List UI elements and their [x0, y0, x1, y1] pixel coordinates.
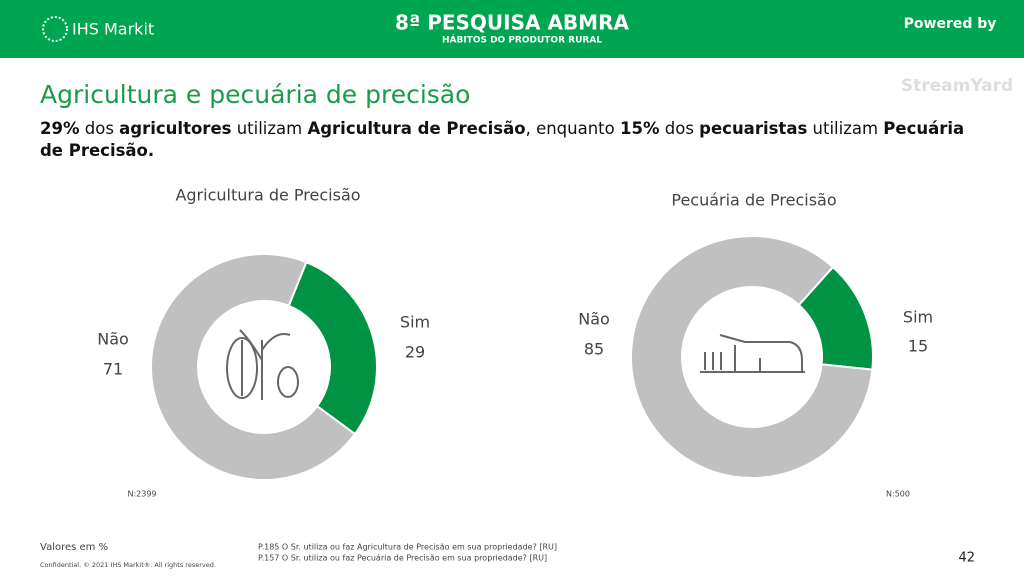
powered: Powered by	[904, 16, 997, 32]
category-label: Sim	[400, 313, 430, 332]
survey-sub: HÁBITOS DO PRODUTOR RURAL	[442, 34, 602, 46]
sample-size: N:500	[886, 490, 910, 499]
slide-title: Agricultura e pecuária de precisão	[40, 80, 470, 109]
subtitle-segment: dos	[79, 119, 120, 138]
subtitle-segment: Agricultura de Precisão	[307, 119, 526, 138]
crop-icon	[226, 329, 299, 400]
chart-title: Pecuária de Precisão	[671, 191, 836, 210]
category-label: Não	[97, 330, 129, 349]
logo-icon	[42, 16, 68, 42]
value-label: 29	[405, 343, 425, 362]
page-number: 42	[958, 551, 975, 566]
subtitle-segment: dos	[659, 119, 700, 138]
logo: IHS Markit	[72, 20, 154, 39]
subtitle-segment: agricultores	[119, 119, 232, 138]
subtitle-segment: pecuaristas	[699, 119, 808, 138]
subtitle-segment: , enquanto	[525, 119, 620, 138]
subtitle-segment: utilizam	[231, 119, 308, 138]
cattle-icon	[700, 334, 805, 373]
subtitle-segment: utilizam	[807, 119, 884, 138]
header-bar	[0, 0, 1024, 58]
category-label: Não	[578, 310, 610, 329]
value-label: 85	[584, 340, 604, 359]
survey: 8ª PESQUISA ABMRA	[395, 11, 629, 35]
donut-segment	[287, 260, 378, 436]
question: P.157 O Sr. utiliza ou faz Pecuária de P…	[258, 554, 547, 563]
value-label: 15	[908, 337, 928, 356]
subtitle-segment: 29%	[40, 119, 80, 138]
units: Valores em %	[40, 542, 108, 553]
donut-segment	[630, 235, 874, 479]
chart-title: Agricultura de Precisão	[175, 186, 360, 205]
value-label: 71	[103, 360, 123, 379]
subtitle-segment: 15%	[620, 119, 660, 138]
stream: StreamYard	[901, 76, 1013, 96]
sample-size: N:2399	[127, 490, 156, 499]
subtitle: 29% dos agricultores utilizam Agricultur…	[40, 118, 980, 162]
confidential: Confidential. © 2021 IHS Markit®. All ri…	[40, 561, 216, 569]
donut-segment	[150, 253, 357, 481]
question: P.185 O Sr. utiliza ou faz Agricultura d…	[258, 543, 557, 552]
subtitle-segment: Pecuária de Precisão.	[40, 119, 970, 160]
category-label: Sim	[903, 308, 933, 327]
